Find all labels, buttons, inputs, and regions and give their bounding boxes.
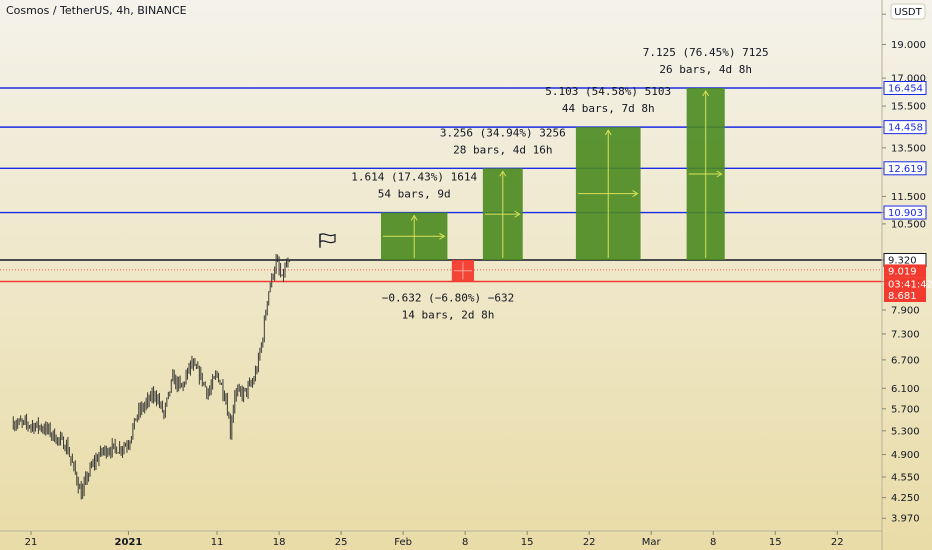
level-badge-2-bg — [884, 161, 926, 175]
countdown-badge[interactable]: 03:41:42 — [884, 277, 932, 291]
level-badge-4-bg — [884, 81, 926, 95]
flag-cloth — [319, 233, 336, 244]
flag-icon[interactable] — [319, 233, 336, 248]
y-tick-7: 6.100 — [891, 384, 920, 395]
level-badge-1-bg — [884, 206, 926, 220]
price-marker-badge[interactable]: 9.019 — [884, 264, 926, 278]
last-price-badge-bg — [884, 253, 926, 267]
target-arrowhead-up-1 — [410, 214, 418, 221]
loss-label-change: −0.632 (−6.80%) −632 — [382, 291, 514, 304]
stop-badge-label: 8.681 — [888, 291, 917, 302]
target-label-change-3: 5.103 (54.58%) 5103 — [545, 85, 671, 98]
level-badge-border-2 — [883, 161, 927, 176]
level-badge-3-bg — [884, 120, 926, 134]
level-badge-2[interactable]: 12.619 — [884, 161, 926, 175]
level-badge-4[interactable]: 16.454 — [884, 81, 926, 95]
levels-layer — [0, 87, 882, 283]
target-arrowhead-up-4 — [702, 90, 710, 97]
price-marker-badge-bg — [884, 264, 926, 278]
x-tick-13: 22 — [831, 537, 844, 548]
countdown-badge-bg — [884, 277, 926, 291]
level-badge-border-1 — [883, 205, 927, 220]
y-tick-17: 13.500 — [891, 143, 926, 154]
countdown-badge-label: 03:41:42 — [888, 279, 932, 290]
target-label-change-4: 7.125 (76.45%) 7125 — [643, 46, 769, 59]
y-tick-4: 4.900 — [891, 450, 920, 461]
x-tick-9: 22 — [583, 537, 596, 548]
level-badge-border-3 — [883, 120, 927, 135]
level-badge-1[interactable]: 10.903 — [884, 206, 926, 220]
stop-badge-bg — [884, 288, 926, 302]
x-tick-5: 25 — [335, 537, 348, 548]
currency-badge-bg — [890, 3, 926, 20]
y-tick-1: 3.970 — [891, 514, 920, 525]
level-badge-3[interactable]: 14.458 — [884, 120, 926, 134]
x-tick-3: 11 — [211, 537, 224, 548]
y-tick-2: 4.250 — [891, 493, 920, 504]
x-tick-11: 8 — [710, 537, 716, 548]
y-tick-21: 17.000 — [891, 74, 926, 85]
currency-label: USDT — [894, 7, 922, 18]
level-badge-2-label: 12.619 — [888, 164, 923, 175]
level-badge-border-4 — [883, 81, 927, 95]
y-tick-3: 4.550 — [891, 472, 920, 483]
last-price-badge-label: 9.320 — [888, 256, 917, 267]
y-tick-5: 5.300 — [891, 426, 920, 437]
stop-badge[interactable]: 8.681 — [884, 288, 926, 302]
x-tick-6: Feb — [394, 537, 412, 548]
y-tick-22: 19.000 — [891, 40, 926, 51]
time-axis[interactable]: 21 2021 11 18 25 Feb 8 15 22 Mar 8 15 22 — [25, 531, 844, 548]
target-arrowhead-right-1 — [439, 232, 446, 240]
target-label-change-2: 3.256 (34.94%) 3256 — [440, 126, 566, 139]
annotations-layer: 1.614 (17.43%) 1614 54 bars, 9d 3.256 (34.… — [319, 46, 769, 321]
target-arrowhead-up-3 — [604, 129, 612, 136]
x-tick-7: 8 — [462, 537, 468, 548]
target-label-bars-1: 54 bars, 9d — [378, 188, 451, 201]
level-badge-4-label: 16.454 — [888, 84, 923, 95]
y-tick-10: 7.900 — [891, 306, 920, 317]
level-badge-1-label: 10.903 — [888, 208, 923, 219]
chart-title: Cosmos / TetherUS, 4h, BINANCE — [6, 4, 187, 17]
x-tick-4: 18 — [273, 537, 286, 548]
target-label-bars-2: 28 bars, 4d 16h — [453, 143, 552, 156]
candles-layer — [12, 253, 290, 500]
currency-badge[interactable]: USDT — [890, 3, 926, 20]
boxes-layer — [380, 88, 725, 282]
last-price-badge[interactable]: 9.320 — [884, 253, 926, 267]
level-badge-3-label: 14.458 — [888, 123, 923, 134]
x-tick-2: 2021 — [115, 537, 143, 548]
y-tick-19: 15.500 — [891, 102, 926, 113]
y-tick-6: 5.700 — [891, 404, 920, 415]
y-tick-13: 10.500 — [891, 219, 926, 230]
price-marker-badge-label: 9.019 — [888, 266, 917, 277]
target-arrowhead-up-2 — [499, 170, 507, 177]
target-arrowhead-right-3 — [632, 190, 639, 197]
x-tick-8: 15 — [521, 537, 534, 548]
y-tick-9: 7.300 — [891, 329, 920, 340]
target-label-change-1: 1.614 (17.43%) 1614 — [351, 171, 477, 184]
target-label-bars-3: 44 bars, 7d 8h — [562, 102, 655, 115]
y-tick-8: 6.700 — [891, 355, 920, 366]
loss-label-bars: 14 bars, 2d 8h — [402, 308, 495, 321]
target-label-bars-4: 26 bars, 4d 8h — [659, 63, 752, 76]
x-tick-12: 15 — [769, 537, 782, 548]
target-arrowhead-right-2 — [514, 210, 521, 218]
y-tick-15: 11.500 — [891, 192, 926, 203]
x-tick-1: 21 — [25, 537, 38, 548]
x-tick-10: Mar — [642, 537, 662, 548]
target-arrowhead-right-4 — [716, 170, 723, 178]
